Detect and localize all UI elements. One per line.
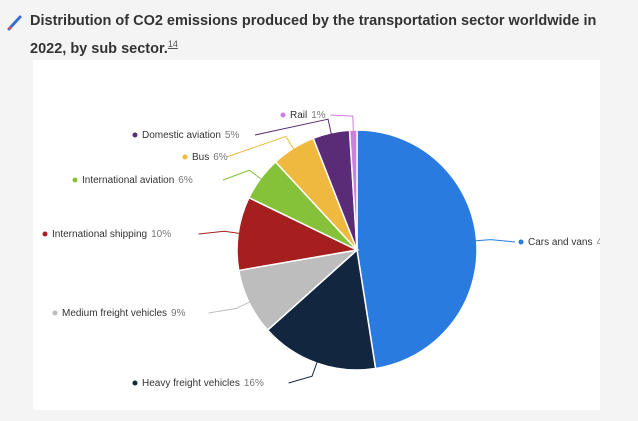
leader-line (330, 114, 354, 133)
chart: Cars and vans 48% Heavy freight vehicles 16… (33, 60, 600, 410)
slice-name: Medium freight vehicles (62, 308, 167, 319)
chart-title-block: Distribution of CO2 emissions produced b… (30, 10, 630, 61)
slice-name: Domestic aviation (142, 130, 221, 141)
slice-value: 6% (213, 152, 228, 163)
leader-line (222, 169, 263, 181)
slice-label: Bus 6% (192, 152, 228, 163)
leader-line (288, 360, 318, 384)
slice-label: Domestic aviation 5% (142, 130, 239, 141)
slice-value: 1% (311, 110, 326, 121)
slice-value: 10% (151, 229, 171, 240)
legend-dot (182, 154, 188, 160)
slice-name: International aviation (82, 175, 174, 186)
slice-label: Medium freight vehicles 9% (62, 308, 186, 319)
slice-value: 5% (225, 130, 240, 141)
slice-label: Heavy freight vehicles 16% (142, 378, 264, 389)
leader-line (208, 300, 252, 314)
legend-dot (52, 310, 58, 316)
legend-dot (280, 112, 286, 118)
legend-dot (72, 177, 78, 183)
slice-value: 9% (171, 308, 186, 319)
slice-name: Heavy freight vehicles (142, 378, 240, 389)
slice-label: Rail 1% (290, 110, 326, 121)
slice-value: 16% (244, 378, 264, 389)
slice-label: Cars and vans 48% (528, 237, 600, 248)
leader-line (254, 118, 332, 136)
slice-label: International aviation 6% (82, 175, 193, 186)
chart-title: Distribution of CO2 emissions produced b… (30, 13, 597, 57)
leader-line (226, 135, 295, 158)
legend-dot (42, 231, 48, 237)
slice-name: International shipping (52, 229, 147, 240)
slice-value: 6% (178, 175, 193, 186)
leader-line (198, 230, 241, 235)
slice-name: Cars and vans (528, 237, 592, 248)
legend-dot (132, 380, 138, 386)
legend-dot (518, 239, 524, 245)
slice-name: Bus (192, 152, 209, 163)
leader-line (474, 239, 516, 243)
footnote-ref: 14 (167, 39, 178, 49)
slice-value: 48% (596, 237, 600, 248)
legend-dot (132, 132, 138, 138)
slice-name: Rail (290, 110, 307, 121)
slice-label: International shipping 10% (52, 229, 171, 240)
pencil-icon (7, 15, 22, 31)
